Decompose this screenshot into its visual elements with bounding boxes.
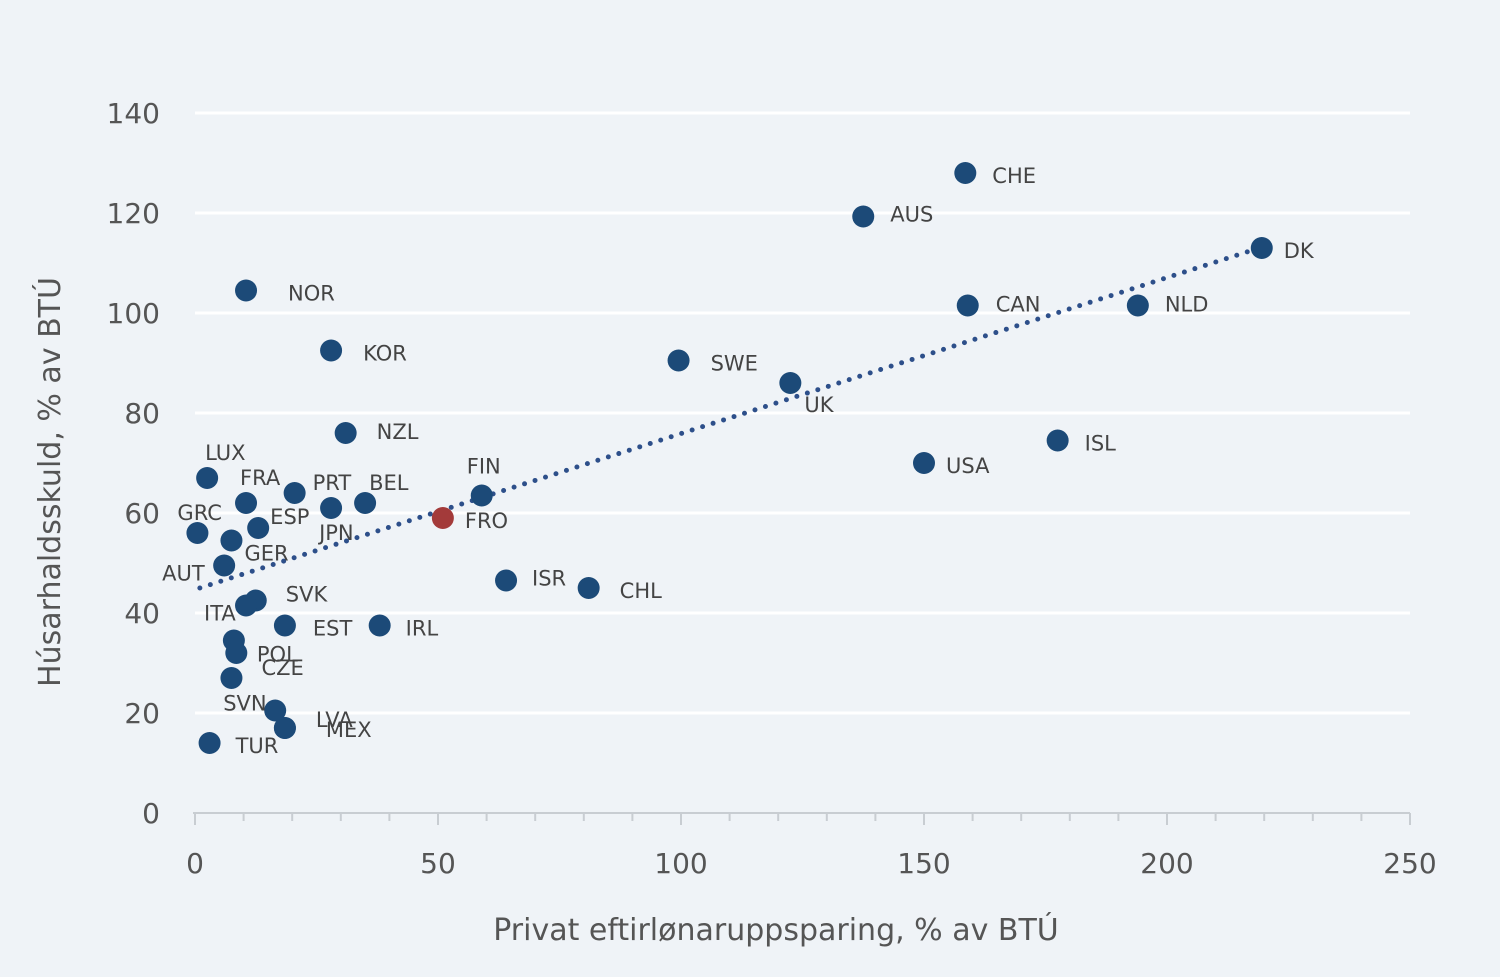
trendline-path [197, 245, 1262, 591]
point-label-chl: CHL [620, 579, 662, 603]
y-tick-label-40: 40 [124, 597, 160, 630]
point-label-irl: IRL [406, 617, 439, 641]
point-pol2 [225, 642, 248, 664]
y-tick-label-140: 140 [107, 97, 160, 130]
x-tick-label-250: 250 [1383, 847, 1436, 880]
x-tick-label-100: 100 [654, 847, 707, 880]
point-chl [577, 577, 600, 599]
point-irl [368, 614, 391, 637]
point-label-svk: SVK [286, 583, 329, 607]
point-label-dk: DK [1284, 239, 1315, 263]
point-label-prt: PRT [313, 471, 352, 495]
point-label-pol: POL [257, 643, 298, 667]
point-label-bel: BEL [369, 471, 409, 495]
point-kor [320, 339, 343, 362]
trendline [197, 245, 1262, 591]
point-label-uk: UK [804, 393, 834, 417]
point-label-grc: GRC [177, 501, 221, 525]
y-tick-label-80: 80 [124, 397, 160, 430]
point-cze [220, 667, 243, 689]
point-est [273, 614, 296, 637]
point-tur [198, 732, 221, 754]
point-fra [235, 492, 258, 514]
point-prt [283, 482, 306, 504]
point-dk [1250, 237, 1273, 259]
point-swe [667, 349, 690, 372]
point-nld [1126, 294, 1149, 317]
x-tick-label-0: 0 [186, 847, 204, 880]
point-svn [264, 699, 287, 722]
x-tick-label-200: 200 [1140, 847, 1193, 880]
point-label-aus: AUS [890, 203, 933, 227]
point-aus [852, 205, 875, 228]
x-tick-label-50: 50 [420, 847, 456, 880]
y-tick-label-120: 120 [107, 197, 160, 230]
point-isr [495, 569, 518, 592]
point-uk [779, 372, 802, 394]
x-tick-labels: 0 50 100 150 200 250 [186, 847, 1437, 880]
point-label-nzl: NZL [377, 420, 419, 444]
point-label-ita: ITA [204, 602, 236, 626]
point-label-lux: LUX [205, 441, 245, 465]
point-labels: CHE AUS DK NOR CAN NLD KOR SWE UK NZL ISL USA LUX FIN… [162, 164, 1315, 758]
point-nor [235, 279, 258, 302]
point-label-usa: USA [946, 454, 990, 478]
point-label-isr: ISR [532, 567, 566, 591]
x-axis [193, 812, 1411, 825]
point-label-che: CHE [992, 164, 1036, 188]
y-axis-title: Húsarhaldsskuld, % av BTÚ [31, 277, 68, 687]
point-label-swe: SWE [711, 352, 758, 376]
point-ita [235, 594, 258, 617]
point-label-ger: GER [244, 542, 288, 566]
y-tick-label-20: 20 [124, 697, 160, 730]
point-fro [431, 507, 454, 529]
point-label-kor: KOR [363, 342, 407, 366]
point-fin [470, 484, 493, 507]
point-lux [196, 467, 219, 489]
point-mex [273, 717, 296, 739]
data-points [186, 162, 1273, 754]
point-label-fro: FRO [465, 509, 508, 533]
point-label-can: CAN [996, 293, 1041, 317]
point-label-isl: ISL [1085, 432, 1117, 456]
y-tick-labels: 0 20 40 60 80 100 120 140 [107, 97, 160, 830]
point-label-mex: MEX [326, 718, 372, 742]
point-label-svn: SVN [223, 692, 266, 716]
x-axis-title: Privat eftirlønaruppsparing, % av BTÚ [493, 911, 1059, 948]
point-can [956, 294, 979, 317]
point-bel [354, 492, 377, 514]
y-tick-label-100: 100 [107, 297, 160, 330]
point-label-aut: AUT [162, 562, 205, 586]
point-label-tur: TUR [235, 734, 279, 758]
point-label-jpn: JPN [317, 521, 354, 545]
point-label-esp: ESP [270, 505, 309, 529]
point-esp [247, 517, 270, 539]
point-label-est: EST [313, 617, 353, 641]
x-tick-label-150: 150 [897, 847, 950, 880]
y-tick-label-60: 60 [124, 497, 160, 530]
point-label-lva: LVA [316, 708, 353, 732]
point-ger [220, 529, 243, 552]
point-label-nor: NOR [288, 282, 335, 306]
grid-lines [195, 111, 1410, 715]
point-nzl [334, 422, 357, 444]
y-tick-label-0: 0 [142, 797, 160, 830]
point-label-cze: CZE [261, 656, 303, 680]
point-isl [1046, 429, 1069, 452]
point-usa [913, 452, 935, 474]
point-jpn [320, 497, 343, 519]
point-che [954, 162, 977, 184]
point-grc [186, 522, 209, 544]
point-label-fin: FIN [467, 455, 501, 479]
point-aut [213, 554, 236, 577]
point-label-nld: NLD [1165, 293, 1209, 317]
point-label-fra: FRA [240, 466, 281, 490]
